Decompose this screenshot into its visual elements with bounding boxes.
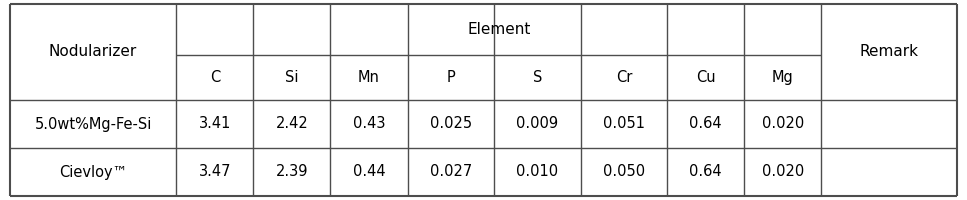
Text: S: S xyxy=(533,70,542,85)
Text: 0.020: 0.020 xyxy=(762,116,804,132)
Text: Mg: Mg xyxy=(772,70,794,85)
Text: 0.027: 0.027 xyxy=(429,164,472,180)
Text: 0.020: 0.020 xyxy=(762,164,804,180)
Text: 0.051: 0.051 xyxy=(602,116,645,132)
Text: Cu: Cu xyxy=(696,70,716,85)
Text: 0.64: 0.64 xyxy=(689,116,722,132)
Text: Mn: Mn xyxy=(358,70,380,85)
Text: 0.009: 0.009 xyxy=(516,116,558,132)
Text: Cr: Cr xyxy=(616,70,632,85)
Text: 3.47: 3.47 xyxy=(198,164,231,180)
Text: 0.025: 0.025 xyxy=(429,116,472,132)
Text: 5.0wt%Mg-Fe-Si: 5.0wt%Mg-Fe-Si xyxy=(35,116,152,132)
Text: Remark: Remark xyxy=(860,45,919,60)
Text: P: P xyxy=(447,70,455,85)
Text: 0.64: 0.64 xyxy=(689,164,722,180)
Text: 2.39: 2.39 xyxy=(276,164,308,180)
Text: 2.42: 2.42 xyxy=(276,116,308,132)
Text: 0.43: 0.43 xyxy=(353,116,385,132)
Text: 3.41: 3.41 xyxy=(199,116,231,132)
Text: 0.44: 0.44 xyxy=(353,164,385,180)
Text: 0.010: 0.010 xyxy=(516,164,558,180)
Text: 0.050: 0.050 xyxy=(602,164,645,180)
Text: Nodularizer: Nodularizer xyxy=(49,45,137,60)
Text: C: C xyxy=(210,70,220,85)
Text: Si: Si xyxy=(285,70,299,85)
Text: Cievloy™: Cievloy™ xyxy=(59,164,128,180)
Text: Element: Element xyxy=(467,22,531,37)
